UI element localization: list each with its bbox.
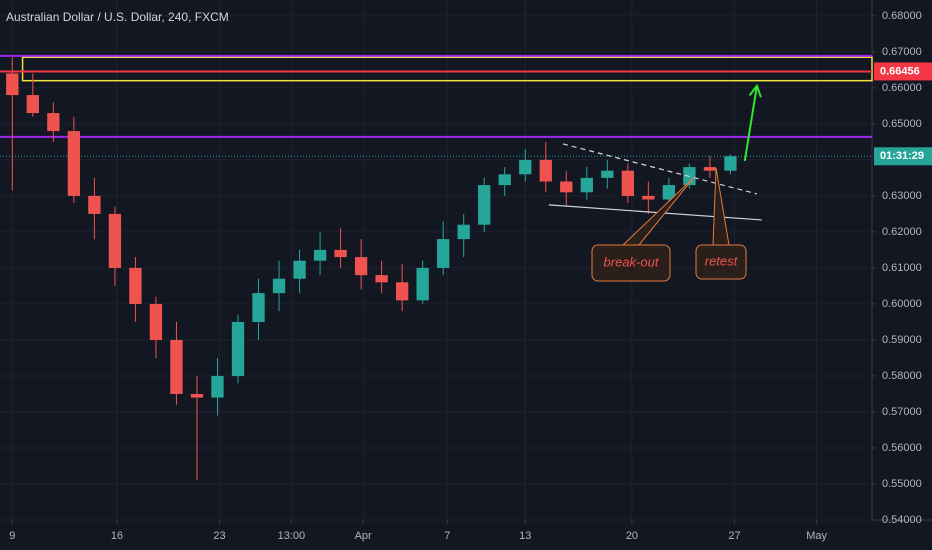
candle-body <box>539 159 552 182</box>
candle-body <box>313 249 327 261</box>
candle-body <box>293 260 306 279</box>
candle-body <box>149 303 163 340</box>
candle-body <box>252 293 265 322</box>
candle-body <box>580 177 593 193</box>
x-tick-label: Apr <box>355 530 372 542</box>
x-tick-label: 9 <box>9 530 15 542</box>
y-tick-label: 0.59000 <box>882 334 922 346</box>
x-tick-label: 7 <box>444 530 450 542</box>
y-tick-label: 0.56000 <box>882 442 922 454</box>
y-tick-label: 0.65000 <box>882 118 922 130</box>
y-tick-label: 0.55000 <box>882 478 922 490</box>
candle-body <box>375 275 388 283</box>
y-tick-label: 0.54000 <box>882 514 922 526</box>
x-tick-label: 20 <box>626 530 638 542</box>
y-tick-label: 0.61000 <box>882 262 922 274</box>
plot: break-out retest <box>0 54 873 481</box>
y-tick-label: 0.66000 <box>882 82 922 94</box>
callout-box <box>695 244 747 280</box>
candle-body <box>601 170 614 178</box>
trendline <box>562 143 758 195</box>
countdown-tag-bg <box>874 147 932 166</box>
candle-body <box>662 185 676 200</box>
candle-body <box>47 113 60 132</box>
annotation: break-out <box>604 254 660 269</box>
y-tick-label: 0.60000 <box>882 298 922 310</box>
x-tick-label: 13 <box>519 530 531 542</box>
x-tick-label: 23 <box>213 530 225 542</box>
chart-title: Australian Dollar / U.S. Dollar, 240, FX… <box>6 10 229 24</box>
trendline <box>548 204 762 221</box>
candle-body <box>498 174 511 186</box>
candle-body <box>129 267 142 304</box>
candle-body <box>26 95 39 114</box>
y-tick-label: 0.68000 <box>882 10 922 22</box>
x-tick-label: May <box>806 530 827 542</box>
candle-body <box>88 195 101 214</box>
x-tick-label: 13:00 <box>278 530 306 542</box>
candle-body <box>437 239 450 268</box>
y-tick-label: 0.58000 <box>882 370 922 382</box>
callout-box <box>591 244 671 282</box>
candle-body <box>560 181 573 193</box>
candle-body <box>621 170 634 196</box>
x-tick-label: 27 <box>728 530 740 542</box>
countdown-tag: 01:31:29 <box>880 150 924 162</box>
candle-body <box>108 213 122 268</box>
candle-body <box>211 375 224 398</box>
candle-body <box>334 249 347 258</box>
candle-body <box>272 278 286 294</box>
y-tick-label: 0.67000 <box>882 46 922 58</box>
price-tag-bg <box>874 62 932 81</box>
y-tick-label: 0.57000 <box>882 406 922 418</box>
y-tick-label: 0.62000 <box>882 226 922 238</box>
candle-body <box>6 73 19 96</box>
zone <box>21 56 873 82</box>
price-tag: 0.66456 <box>880 65 920 77</box>
candle-body <box>354 257 368 276</box>
candle-body <box>416 267 429 301</box>
candle-body <box>395 282 409 301</box>
annotation: retest <box>705 253 739 268</box>
candle-body <box>67 131 81 196</box>
candle-body <box>519 159 532 175</box>
arrow-shaft <box>743 85 758 162</box>
axes: 0.54000 0.55000 0.56000 0.57000 0.58000 0.590… <box>9 10 932 542</box>
candle-body <box>190 393 204 398</box>
candle-body <box>642 195 655 200</box>
candle-body <box>231 321 245 376</box>
candle-body <box>724 156 737 171</box>
x-tick-label: 16 <box>111 530 123 542</box>
y-tick-label: 0.63000 <box>882 190 922 202</box>
candle-body <box>703 167 717 171</box>
arrow-head <box>748 83 762 98</box>
candle-body <box>170 339 183 394</box>
candle-body <box>457 224 470 240</box>
candle-body <box>478 185 491 225</box>
